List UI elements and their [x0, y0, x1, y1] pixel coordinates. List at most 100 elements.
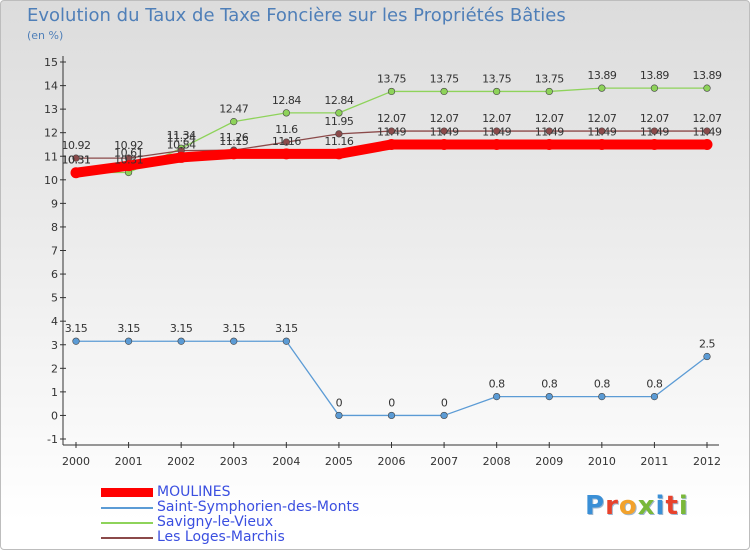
y-tick-label: 0 [51, 409, 58, 422]
legend-item: MOULINES [101, 485, 359, 500]
data-point [598, 392, 606, 401]
data-point [335, 109, 343, 117]
data-label: 11.49 [430, 125, 459, 138]
x-tick-label: 2001 [115, 455, 143, 468]
data-point [123, 160, 135, 172]
data-label: 12.07 [482, 112, 511, 125]
data-point [282, 109, 290, 117]
data-point [124, 337, 133, 345]
y-tick-label: 9 [51, 197, 58, 210]
data-point [387, 127, 396, 135]
data-label: 10.31 [62, 154, 91, 167]
data-point [335, 130, 343, 138]
data-point [280, 148, 292, 160]
data-point [440, 411, 448, 420]
data-point [230, 337, 238, 345]
data-label: 10.31 [62, 154, 91, 167]
data-label: 10.61 [114, 147, 143, 160]
data-label: 12.47 [219, 103, 248, 116]
data-label: 13.89 [693, 69, 722, 82]
data-label: 0.8 [489, 378, 505, 391]
data-point [650, 392, 659, 401]
data-point [545, 127, 553, 135]
data-label: 3.15 [170, 322, 193, 335]
x-tick-label: 2007 [430, 455, 458, 468]
data-label: 0.8 [541, 378, 557, 391]
x-tick-label: 2003 [220, 455, 248, 468]
data-point [72, 337, 80, 345]
data-label: 0.8 [646, 378, 662, 391]
data-label: 11.49 [482, 125, 511, 138]
data-point [545, 87, 553, 96]
logo-letter: t [665, 491, 679, 521]
x-tick-label: 2012 [693, 455, 721, 468]
y-tick-label: 14 [44, 80, 58, 93]
logo-letter: o [618, 491, 638, 521]
y-tick-label: 7 [51, 245, 58, 258]
data-point [493, 87, 501, 96]
data-label: 10.84 [167, 138, 196, 151]
legend-item: Saint-Symphorien-des-Monts [101, 500, 359, 515]
data-point [335, 411, 343, 420]
legend-label: Savigny-le-Vieux [157, 514, 274, 530]
y-tick-label: 6 [51, 268, 58, 281]
data-label: 3.15 [223, 322, 246, 335]
x-tick-label: 2011 [640, 455, 668, 468]
data-point [282, 138, 290, 146]
data-label: 12.84 [272, 94, 301, 107]
x-tick-label: 2009 [535, 455, 563, 468]
y-axis-unit: (en %) [27, 29, 64, 42]
x-tick-label: 2010 [588, 455, 616, 468]
data-label: 11.34 [167, 129, 196, 142]
y-tick-label: -1 [47, 433, 58, 446]
y-tick-label: 8 [51, 221, 58, 234]
legend-swatch [101, 488, 153, 497]
data-label: 12.07 [535, 112, 564, 125]
data-label: 0.8 [594, 378, 610, 391]
data-label: 12.07 [430, 112, 459, 125]
y-tick-label: 2 [51, 362, 58, 375]
y-tick-label: 15 [44, 56, 58, 69]
legend-swatch [101, 521, 153, 524]
data-point [650, 84, 659, 92]
data-label: 12.07 [377, 112, 406, 125]
data-point [596, 138, 608, 150]
logo-letter: x [637, 491, 656, 521]
data-label: 12.07 [640, 112, 669, 125]
data-point [177, 337, 185, 345]
data-point [493, 392, 501, 401]
chart-title: Evolution du Taux de Taxe Foncière sur l… [27, 5, 566, 26]
x-tick-label: 2006 [378, 455, 406, 468]
data-label: 13.75 [482, 72, 511, 85]
data-point [543, 138, 555, 150]
y-tick-label: 10 [44, 174, 58, 187]
legend-label: Saint-Symphorien-des-Monts [157, 499, 360, 515]
data-label: 12.07 [693, 112, 722, 125]
data-label: 11.49 [377, 125, 406, 138]
data-point [491, 138, 503, 150]
data-label: 2.5 [699, 338, 715, 351]
data-label: 10.31 [114, 154, 143, 167]
data-label: 12.07 [587, 112, 616, 125]
data-label: 13.75 [535, 72, 564, 85]
data-label: 13.75 [377, 72, 406, 85]
data-label: 11.49 [535, 125, 564, 138]
data-point [72, 154, 80, 162]
data-point [493, 127, 501, 135]
logo-letter: i [678, 491, 689, 521]
legend-label: Les Loges-Marchis [157, 529, 285, 545]
y-tick-label: 4 [51, 315, 58, 328]
data-label: 11.16 [272, 135, 301, 148]
data-label: 13.89 [587, 69, 616, 82]
data-point [333, 148, 345, 160]
legend-item: Les Loges-Marchis [101, 530, 359, 545]
x-tick-label: 2002 [167, 455, 195, 468]
data-label: 3.15 [65, 322, 88, 335]
data-label: 11.49 [640, 125, 669, 138]
data-label: 0 [441, 396, 448, 409]
data-point [598, 84, 606, 92]
data-label: 0 [388, 396, 395, 409]
x-tick-label: 2005 [325, 455, 353, 468]
